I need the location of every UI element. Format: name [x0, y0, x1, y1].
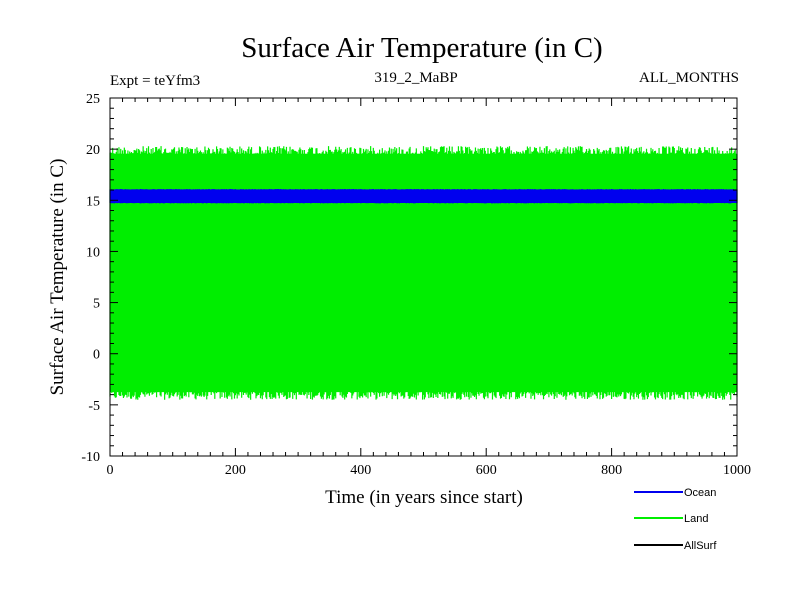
- series-layer: [109, 146, 738, 400]
- plot-frame: [109, 97, 738, 457]
- experiment-label: Expt = teYfm3: [110, 73, 200, 89]
- x-tick-label: 0: [107, 463, 114, 478]
- x-tick-label: 600: [476, 463, 497, 478]
- y-tick-label: 20: [86, 143, 100, 158]
- y-tick-label: -10: [81, 450, 100, 465]
- legend: Ocean Land AllSurf: [634, 487, 717, 552]
- y-tick-label: 25: [86, 92, 100, 107]
- y-tick-label: 15: [86, 194, 100, 209]
- months-label: ALL_MONTHS: [639, 70, 739, 86]
- x-axis-label: Time (in years since start): [325, 487, 523, 508]
- y-tick-label: 5: [93, 297, 100, 312]
- legend-label-allsurf: AllSurf: [684, 540, 717, 552]
- y-tick-label: 0: [93, 348, 100, 363]
- x-tick-label: 1000: [723, 463, 751, 478]
- x-tick-label: 400: [350, 463, 371, 478]
- legend-label-land: Land: [684, 513, 708, 525]
- x-tick-label: 800: [601, 463, 622, 478]
- period-label: 319_2_MaBP: [374, 70, 457, 86]
- ocean-series-line-fill: [110, 189, 737, 203]
- chart-title: Surface Air Temperature (in C): [241, 32, 602, 64]
- axes: 0 200 400 600 800 1000 -10 -5 0 5 10 15 20 25: [81, 92, 751, 478]
- y-axis-label: Surface Air Temperature (in C): [47, 159, 68, 396]
- legend-label-ocean: Ocean: [684, 487, 716, 499]
- x-tick-label: 200: [225, 463, 246, 478]
- y-tick-label: 10: [86, 245, 100, 260]
- y-tick-label: -5: [88, 399, 100, 414]
